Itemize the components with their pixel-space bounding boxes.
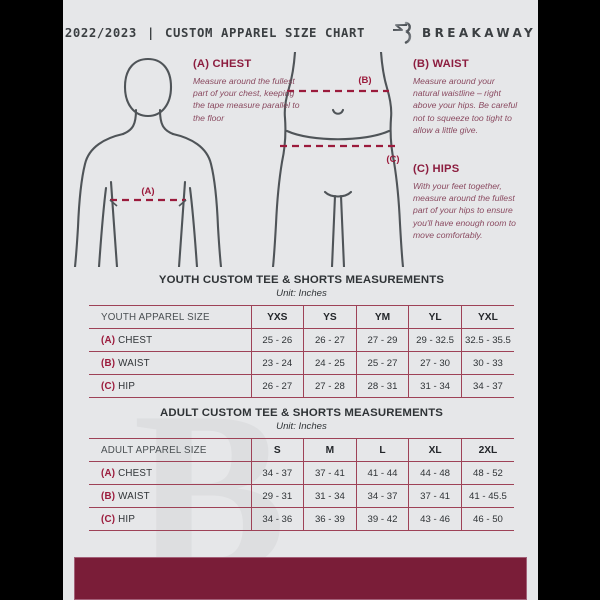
table-row: (C) HIP 26 - 27 27 - 28 28 - 31 31 - 34 34 - … — [89, 374, 514, 398]
row-marker: (A) — [101, 467, 116, 479]
caption-waist: (B) WAIST Measure around your natural wa… — [413, 58, 523, 136]
adult-size-label: ADULT APPAREL SIZE — [89, 438, 252, 462]
youth-cell-waist-yxl: 30 - 33 — [460, 351, 514, 375]
adult-column-header-s: S — [250, 438, 305, 462]
upper-body-figure — [73, 57, 223, 267]
youth-cell-waist-ys: 24 - 25 — [303, 351, 357, 375]
adult-cell-waist-s: 29 - 31 — [250, 484, 305, 508]
adult-table-title: ADULT CUSTOM TEE & SHORTS MEASUREMENTS — [159, 407, 444, 419]
youth-cell-chest-ys: 26 - 27 — [303, 328, 357, 352]
header-season: 2022/2023 — [64, 26, 137, 40]
brand-name: BREAKAWAY — [422, 26, 537, 40]
header-separator: | — [146, 26, 155, 40]
youth-table-block: YOUTH CUSTOM TEE & SHORTS MEASUREMENTS U… — [89, 274, 514, 398]
adult-cell-waist-2xl: 41 - 45.5 — [460, 484, 514, 508]
youth-cell-chest-yxl: 32.5 - 35.5 — [460, 328, 514, 352]
waist-line-label: (B) — [358, 75, 371, 86]
table-row: (A) CHEST 34 - 37 37 - 41 41 - 44 44 - 48 48 … — [89, 461, 514, 485]
youth-cell-hip-ys: 27 - 28 — [303, 374, 357, 398]
adult-cell-hip-m: 36 - 39 — [303, 507, 357, 531]
youth-cell-hip-yxl: 34 - 37 — [460, 374, 514, 398]
row-marker: (C) — [101, 513, 116, 525]
adult-cell-chest-2xl: 48 - 52 — [460, 461, 514, 485]
caption-hips: (C) HIPS With your feet together, measur… — [413, 163, 529, 241]
youth-column-header-ym: YM — [355, 305, 410, 329]
adult-column-header-l: L — [355, 438, 410, 462]
page-title: CUSTOM APPAREL SIZE CHART — [164, 26, 366, 40]
adult-row-label-waist: (B) WAIST — [89, 484, 252, 508]
adult-cell-waist-xl: 37 - 41 — [408, 484, 462, 508]
page-header: 2022/2023 | CUSTOM APPAREL SIZE CHART BR… — [63, 18, 538, 48]
youth-column-header-ys: YS — [303, 305, 357, 329]
measurement-diagram: (A) (B) (C) — [63, 52, 538, 267]
adult-cell-waist-m: 31 - 34 — [303, 484, 357, 508]
adult-size-table: ADULT APPAREL SIZE S M L XL 2XL (A) CHEST 34 - … — [89, 438, 514, 531]
row-marker: (B) — [101, 357, 116, 369]
caption-waist-body: Measure around your natural waistline – … — [413, 76, 518, 135]
row-marker: (A) — [101, 334, 116, 346]
table-row: (C) HIP 34 - 36 36 - 39 39 - 42 43 - 46 46 - … — [89, 507, 514, 531]
lower-body-figure — [271, 52, 405, 267]
body-figures: (A) (B) (C) — [73, 52, 405, 267]
adult-cell-hip-xl: 43 - 46 — [408, 507, 462, 531]
youth-row-label-chest: (A) CHEST — [89, 328, 252, 352]
adult-cell-chest-l: 41 - 44 — [355, 461, 410, 485]
caption-hips-title: (C) HIPS — [413, 163, 460, 175]
youth-size-label: YOUTH APPAREL SIZE — [89, 305, 252, 329]
youth-row-label-waist: (B) WAIST — [89, 351, 252, 375]
caption-waist-title: (B) WAIST — [413, 58, 469, 70]
youth-table-title: YOUTH CUSTOM TEE & SHORTS MEASUREMENTS — [158, 274, 445, 286]
hips-line-label: (C) — [386, 154, 399, 165]
youth-cell-hip-yxs: 26 - 27 — [250, 374, 305, 398]
caption-hips-body: With your feet together, measure around … — [413, 181, 516, 240]
youth-size-table: YOUTH APPAREL SIZE YXS YS YM YL YXL (A) CHEST 2… — [89, 305, 514, 398]
youth-cell-waist-yl: 27 - 30 — [408, 351, 462, 375]
youth-header-row: YOUTH APPAREL SIZE YXS YS YM YL YXL — [89, 305, 514, 329]
adult-column-header-2xl: 2XL — [460, 438, 514, 462]
caption-chest-title: (A) CHEST — [193, 58, 252, 70]
breakaway-b-monogram-icon — [393, 21, 412, 44]
adult-table-unit: Unit: Inches — [276, 421, 327, 432]
size-chart-page: B 2022/2023 | CUSTOM APPAREL SIZE CHART — [63, 0, 538, 600]
adult-cell-hip-2xl: 46 - 50 — [460, 507, 514, 531]
youth-cell-hip-yl: 31 - 34 — [408, 374, 462, 398]
youth-cell-waist-yxs: 23 - 24 — [250, 351, 305, 375]
brand-logo: BREAKAWAY — [391, 20, 536, 46]
adult-cell-chest-xl: 44 - 48 — [408, 461, 462, 485]
caption-chest-body: Measure around the fullest part of your … — [193, 76, 300, 123]
youth-cell-chest-yl: 29 - 32.5 — [408, 328, 462, 352]
table-row: (A) CHEST 25 - 26 26 - 27 27 - 29 29 - 32.5 3… — [89, 328, 514, 352]
table-row: (B) WAIST 23 - 24 24 - 25 25 - 27 27 - 30 30 … — [89, 351, 514, 375]
adult-row-label-hip: (C) HIP — [89, 507, 252, 531]
youth-cell-chest-yxs: 25 - 26 — [250, 328, 305, 352]
adult-column-header-m: M — [303, 438, 357, 462]
row-marker: (C) — [101, 380, 116, 392]
youth-cell-waist-ym: 25 - 27 — [355, 351, 410, 375]
adult-cell-chest-m: 37 - 41 — [303, 461, 357, 485]
youth-cell-hip-ym: 28 - 31 — [355, 374, 410, 398]
adult-table-block: ADULT CUSTOM TEE & SHORTS MEASUREMENTS U… — [89, 407, 514, 531]
chest-line-label: (A) — [141, 186, 154, 197]
footer-bar — [74, 557, 527, 600]
row-marker: (B) — [101, 490, 116, 502]
youth-table-unit: Unit: Inches — [276, 288, 327, 299]
youth-column-header-yxl: YXL — [460, 305, 514, 329]
youth-column-header-yl: YL — [408, 305, 462, 329]
chest-measure-line — [109, 198, 187, 207]
adult-column-header-xl: XL — [408, 438, 462, 462]
caption-chest: (A) CHEST Measure around the fullest par… — [193, 58, 301, 124]
table-row: (B) WAIST 29 - 31 31 - 34 34 - 37 37 - 41 41 … — [89, 484, 514, 508]
adult-cell-hip-s: 34 - 36 — [250, 507, 305, 531]
adult-row-label-chest: (A) CHEST — [89, 461, 252, 485]
adult-cell-waist-l: 34 - 37 — [355, 484, 410, 508]
youth-column-header-yxs: YXS — [250, 305, 305, 329]
youth-row-label-hip: (C) HIP — [89, 374, 252, 398]
youth-cell-chest-ym: 27 - 29 — [355, 328, 410, 352]
adult-header-row: ADULT APPAREL SIZE S M L XL 2XL — [89, 438, 514, 462]
adult-cell-hip-l: 39 - 42 — [355, 507, 410, 531]
adult-cell-chest-s: 34 - 37 — [250, 461, 305, 485]
